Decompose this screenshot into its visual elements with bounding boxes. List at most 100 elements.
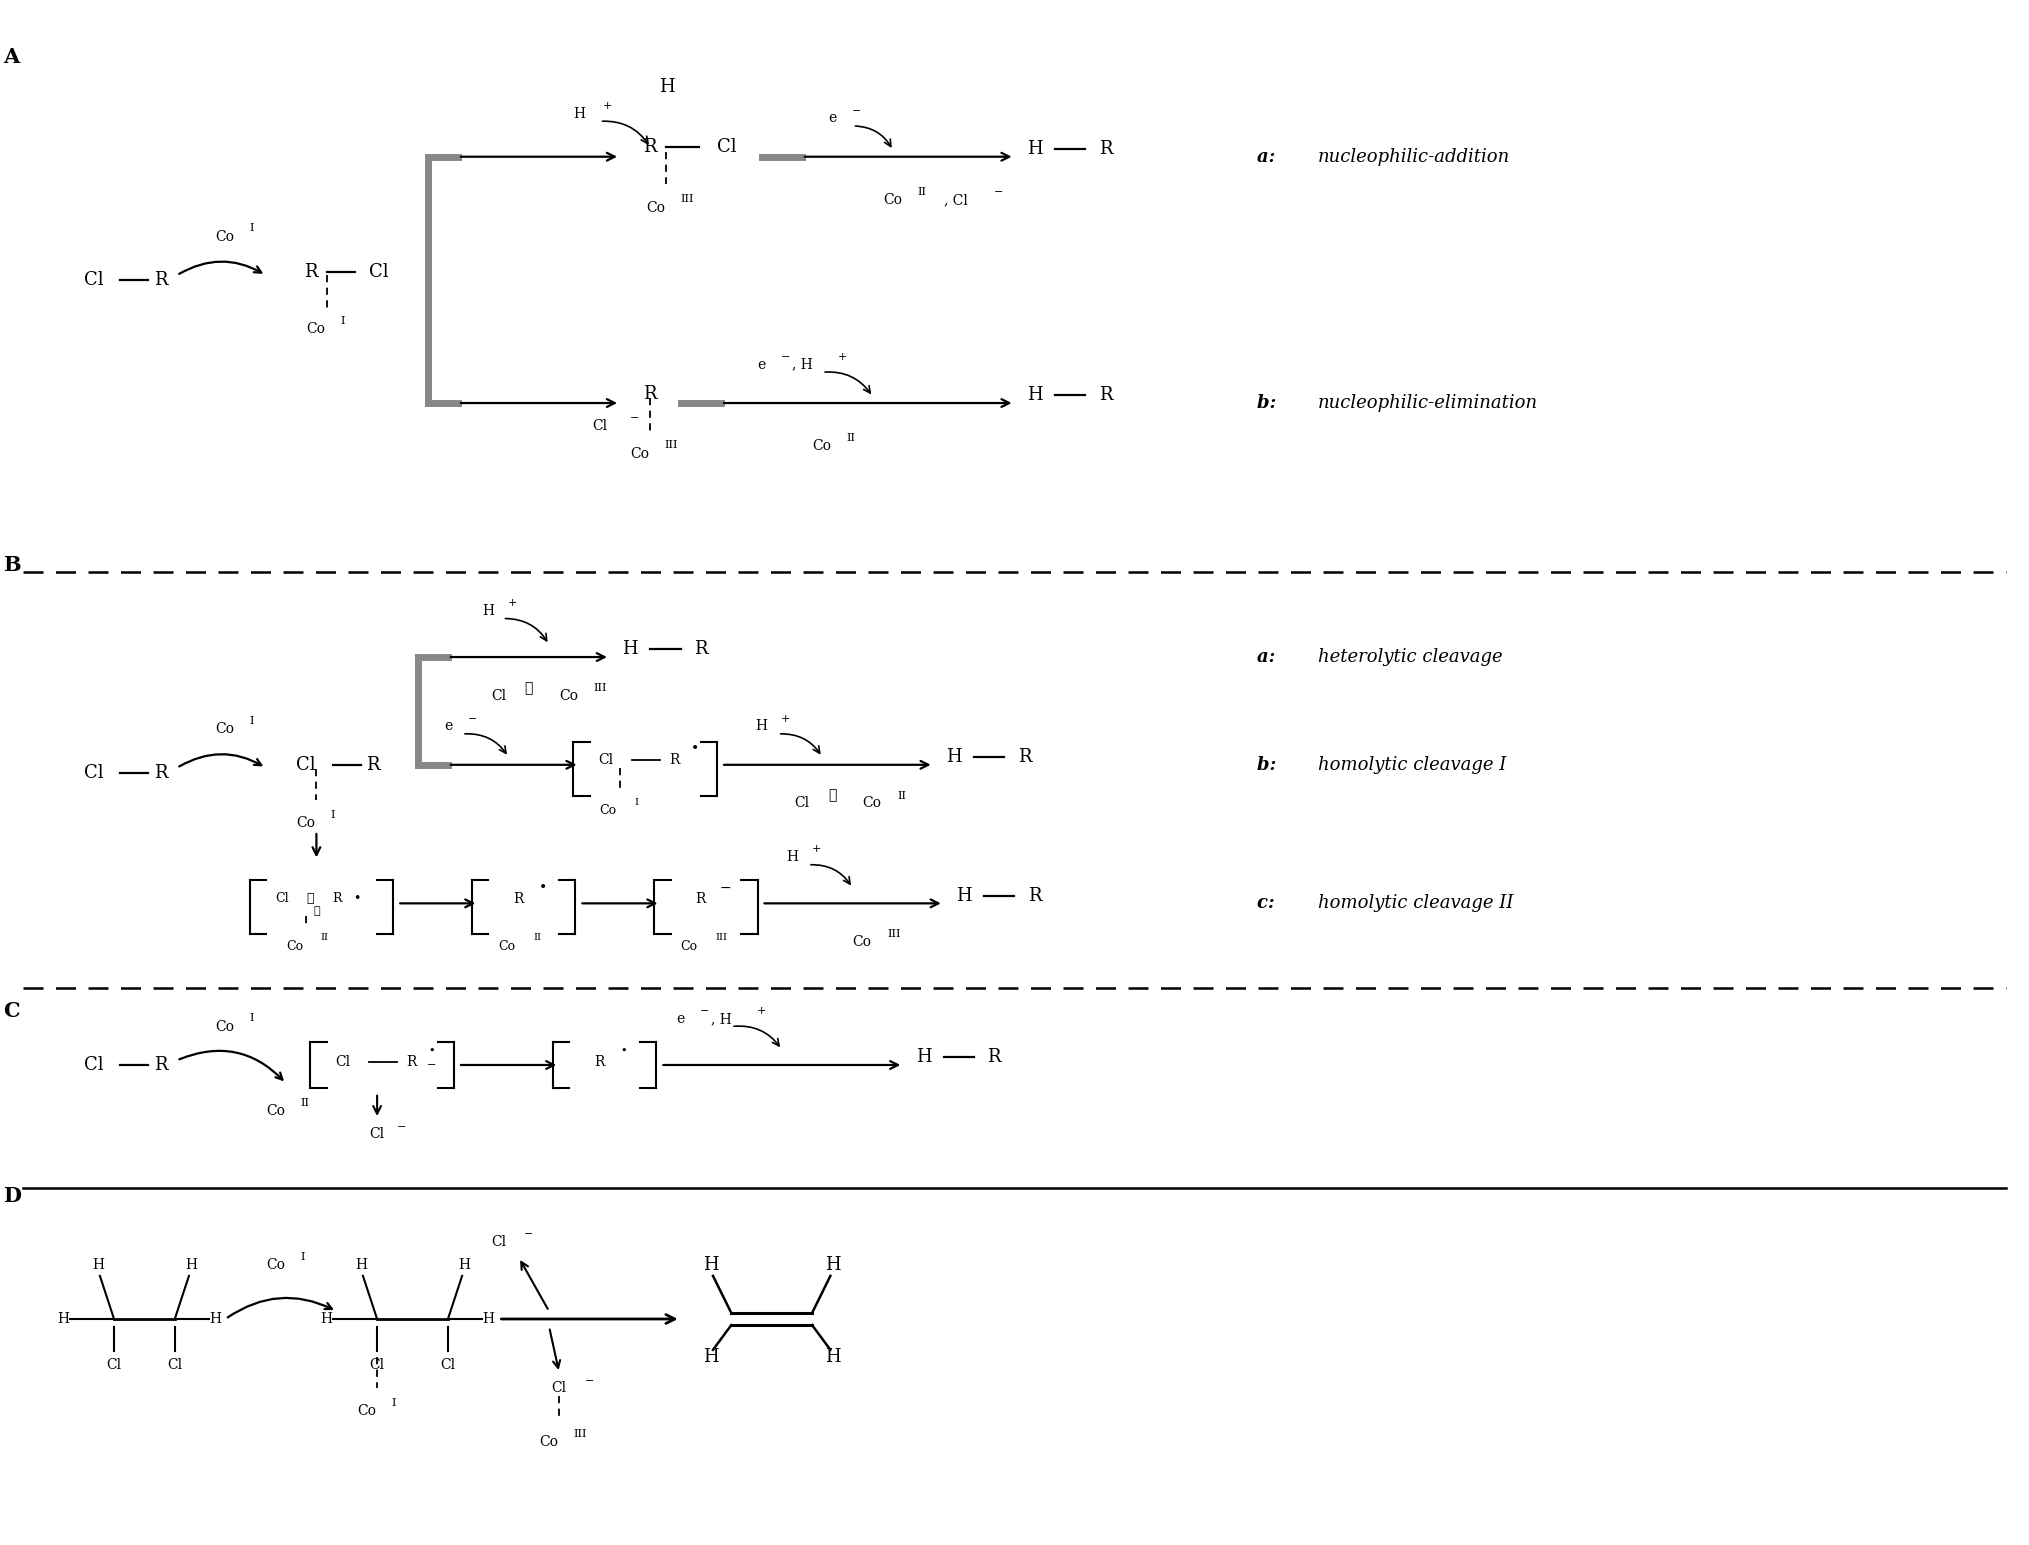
- Text: Co: Co: [540, 1435, 558, 1449]
- Text: ⋯: ⋯: [306, 891, 314, 905]
- Text: Cl: Cl: [276, 891, 288, 905]
- Text: , H: , H: [710, 1012, 732, 1026]
- Text: ⋯: ⋯: [828, 788, 836, 802]
- Text: Cl: Cl: [440, 1358, 454, 1372]
- Text: e: e: [757, 357, 765, 371]
- Text: Cl: Cl: [83, 1055, 103, 1074]
- Text: III: III: [714, 933, 726, 942]
- Text: Co: Co: [560, 689, 578, 703]
- Text: H: H: [755, 720, 767, 734]
- Text: −: −: [720, 881, 730, 895]
- Text: e: e: [828, 111, 836, 125]
- Text: Cl: Cl: [296, 756, 317, 774]
- Text: H: H: [623, 640, 637, 658]
- Text: R: R: [367, 756, 379, 774]
- Text: H: H: [91, 1258, 103, 1272]
- Text: R: R: [594, 1055, 605, 1069]
- Text: •: •: [540, 881, 548, 895]
- Text: III: III: [594, 683, 607, 692]
- Text: b:: b:: [1258, 756, 1282, 774]
- Text: B: B: [2, 555, 20, 575]
- Text: H: H: [483, 1312, 495, 1326]
- Text: H: H: [459, 1258, 471, 1272]
- Text: heterolytic cleavage: heterolytic cleavage: [1319, 647, 1503, 666]
- Text: H: H: [956, 887, 972, 905]
- Text: H: H: [824, 1349, 840, 1366]
- Text: H: H: [785, 850, 797, 864]
- Text: R: R: [154, 1055, 166, 1074]
- Text: •: •: [428, 1046, 434, 1057]
- Text: R: R: [304, 263, 317, 281]
- Text: R: R: [513, 891, 523, 905]
- Text: Cl: Cl: [83, 270, 103, 289]
- Text: homolytic cleavage I: homolytic cleavage I: [1319, 756, 1506, 774]
- Text: Co: Co: [680, 939, 698, 953]
- Text: H: H: [915, 1049, 931, 1066]
- Text: Cl: Cl: [83, 763, 103, 782]
- Text: H: H: [57, 1312, 69, 1326]
- Text: II: II: [534, 933, 542, 942]
- Text: R: R: [1100, 386, 1112, 405]
- Text: •: •: [353, 891, 361, 905]
- Text: Co: Co: [296, 816, 314, 830]
- Text: nucleophilic-elimination: nucleophilic-elimination: [1319, 394, 1538, 413]
- Text: −: −: [467, 714, 477, 723]
- Text: Cl: Cl: [369, 263, 390, 281]
- Text: +: +: [603, 100, 613, 111]
- Text: II: II: [321, 933, 329, 942]
- Text: Co: Co: [631, 447, 649, 460]
- Text: III: III: [887, 929, 901, 939]
- Text: I: I: [250, 715, 254, 726]
- Text: I: I: [250, 224, 254, 233]
- Text: a:: a:: [1258, 647, 1282, 666]
- Text: nucleophilic-addition: nucleophilic-addition: [1319, 148, 1510, 165]
- Text: C: C: [2, 1001, 20, 1021]
- Text: Co: Co: [215, 230, 233, 244]
- Text: H: H: [321, 1312, 333, 1326]
- Text: +: +: [757, 1006, 767, 1017]
- Text: homolytic cleavage II: homolytic cleavage II: [1319, 895, 1514, 913]
- Text: I: I: [250, 1014, 254, 1023]
- Text: R: R: [643, 385, 657, 403]
- Text: I: I: [341, 315, 345, 326]
- Text: H: H: [1027, 141, 1043, 158]
- Text: H: H: [704, 1256, 718, 1275]
- Text: Cl: Cl: [795, 796, 810, 810]
- Text: H: H: [946, 748, 962, 766]
- Text: −: −: [781, 352, 791, 362]
- Text: ⋯: ⋯: [312, 905, 321, 916]
- Text: Cl: Cl: [592, 419, 607, 433]
- Text: R: R: [154, 270, 166, 289]
- Text: I: I: [635, 799, 637, 806]
- Text: II: II: [300, 1098, 308, 1108]
- Text: +: +: [507, 598, 517, 609]
- Text: H: H: [574, 107, 586, 121]
- Text: •: •: [690, 743, 698, 757]
- Text: R: R: [988, 1049, 1000, 1066]
- Text: Cl: Cl: [491, 1234, 505, 1248]
- Text: Cl: Cl: [491, 689, 505, 703]
- Text: Co: Co: [601, 805, 617, 817]
- Text: I: I: [331, 810, 335, 820]
- Text: Co: Co: [266, 1258, 284, 1272]
- Text: Cl: Cl: [106, 1358, 122, 1372]
- Text: R: R: [154, 763, 166, 782]
- Text: −: −: [994, 187, 1004, 198]
- Text: −: −: [426, 1060, 436, 1071]
- Text: II: II: [897, 791, 907, 800]
- Text: +: +: [812, 845, 822, 854]
- Text: •: •: [621, 1046, 627, 1057]
- Text: II: II: [846, 434, 856, 443]
- Text: e: e: [676, 1012, 684, 1026]
- Text: D: D: [2, 1187, 20, 1205]
- Text: Co: Co: [862, 796, 883, 810]
- Text: Cl: Cl: [369, 1358, 386, 1372]
- Text: Co: Co: [286, 939, 302, 953]
- Text: , H: , H: [791, 357, 812, 371]
- Text: R: R: [670, 752, 680, 768]
- Text: R: R: [694, 640, 708, 658]
- Text: b:: b:: [1258, 394, 1282, 413]
- Text: III: III: [663, 440, 678, 451]
- Text: −: −: [852, 105, 862, 116]
- Text: Cl: Cl: [335, 1055, 351, 1069]
